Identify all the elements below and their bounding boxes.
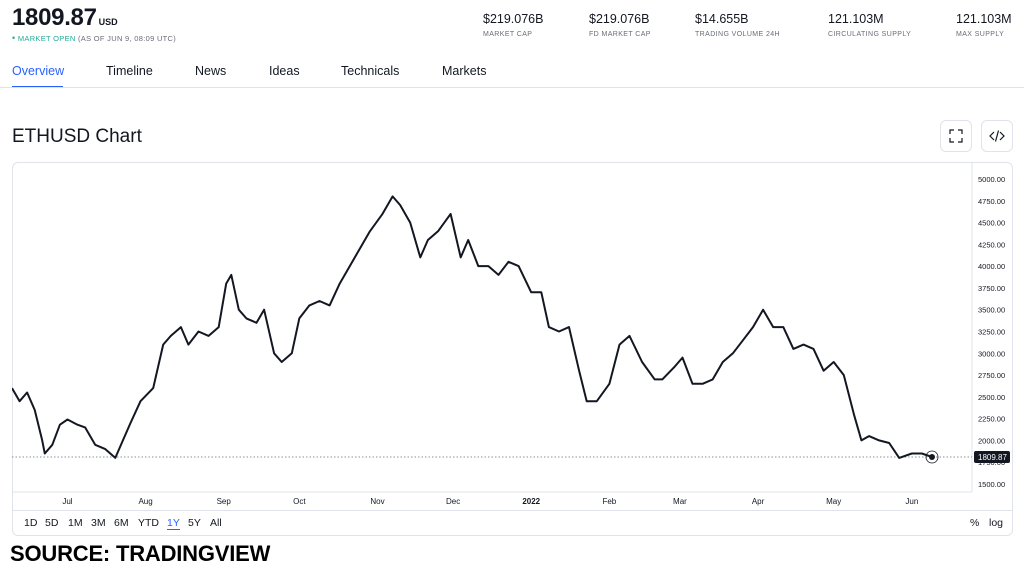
tab-markets[interactable]: Markets	[442, 64, 487, 78]
x-tick-label: Jun	[905, 497, 918, 506]
key-stats: $219.076B MARKET CAP $219.076B FD MARKET…	[0, 12, 1024, 44]
current-price: 1809.87	[12, 4, 97, 31]
range-6m[interactable]: 6M	[114, 517, 129, 529]
log-scale-toggle[interactable]: log	[989, 517, 1004, 529]
tab-timeline[interactable]: Timeline	[106, 64, 153, 78]
y-tick-label: 3500.00	[978, 306, 1005, 315]
stat-label: FD MARKET CAP	[589, 31, 651, 38]
y-tick-label: 3000.00	[978, 349, 1005, 358]
stat-market-cap: $219.076B MARKET CAP	[483, 12, 543, 38]
market-status: • MARKET OPEN (AS OF JUN 9, 08:09 UTC)	[12, 33, 176, 43]
last-price-label: 1809.87	[978, 453, 1007, 462]
x-tick-label: Sep	[217, 497, 232, 506]
x-tick-label: Dec	[446, 497, 460, 506]
market-status-time: (AS OF JUN 9, 08:09 UTC)	[78, 34, 177, 43]
tabs-divider	[0, 87, 1024, 88]
price-header: 1809.87 USD • MARKET OPEN (AS OF JUN 9, 0…	[12, 4, 176, 43]
tab-overview[interactable]: Overview	[12, 64, 65, 78]
market-open-label: MARKET OPEN	[17, 34, 76, 43]
market-open-dot: •	[12, 33, 16, 43]
x-tick-label: Aug	[138, 497, 152, 506]
range-ytd[interactable]: YTD	[138, 517, 159, 529]
price-series-line	[12, 195, 933, 459]
tab-ideas[interactable]: Ideas	[269, 64, 300, 78]
y-tick-label: 3750.00	[978, 284, 1005, 293]
y-tick-label: 4500.00	[978, 219, 1005, 228]
x-tick-label: Jul	[62, 497, 72, 506]
stat-fd-market-cap: $219.076B FD MARKET CAP	[589, 12, 651, 38]
y-tick-label: 4750.00	[978, 197, 1005, 206]
embed-code-button[interactable]	[981, 120, 1013, 152]
tab-news[interactable]: News	[195, 64, 227, 78]
chart-title: ETHUSD Chart	[12, 126, 142, 147]
x-tick-label: Mar	[673, 497, 687, 506]
y-axis: 1500.001750.002000.002250.002500.002750.…	[971, 162, 1005, 492]
tab-technicals[interactable]: Technicals	[341, 64, 400, 78]
stat-circulating-supply: 121.103M CIRCULATING SUPPLY	[828, 12, 911, 38]
y-tick-label: 1500.00	[978, 480, 1005, 489]
y-tick-label: 2250.00	[978, 415, 1005, 424]
y-tick-label: 3250.00	[978, 328, 1005, 337]
range-5d[interactable]: 5D	[45, 517, 59, 529]
range-3m[interactable]: 3M	[91, 517, 106, 529]
x-tick-label: Apr	[752, 497, 765, 506]
x-tick-label: Oct	[293, 497, 306, 506]
y-tick-label: 2500.00	[978, 393, 1005, 402]
range-1d[interactable]: 1D	[24, 517, 38, 529]
fullscreen-button[interactable]	[940, 120, 972, 152]
stat-value: 121.103M	[828, 12, 884, 26]
currency-label: USD	[98, 17, 118, 27]
x-tick-label: 2022	[522, 497, 540, 506]
range-1m[interactable]: 1M	[68, 517, 83, 529]
stat-max-supply: 121.103M MAX SUPPLY	[956, 12, 1012, 38]
source-caption: SOURCE: TRADINGVIEW	[10, 541, 271, 566]
fullscreen-icon	[949, 129, 963, 143]
y-tick-label: 5000.00	[978, 175, 1005, 184]
range-5y[interactable]: 5Y	[188, 517, 201, 529]
price-chart[interactable]: 1500.001750.002000.002250.002500.002750.…	[12, 162, 1013, 510]
x-tick-label: Feb	[602, 497, 616, 506]
stat-label: MAX SUPPLY	[956, 31, 1005, 38]
stat-value: $219.076B	[589, 12, 650, 26]
y-tick-label: 2000.00	[978, 436, 1005, 445]
y-tick-label: 4250.00	[978, 240, 1005, 249]
x-tick-label: May	[826, 497, 841, 506]
x-axis: Jul Aug Sep Oct Nov Dec 2022 Feb Mar Apr May Jun	[12, 491, 972, 506]
stat-label: MARKET CAP	[483, 31, 533, 38]
stat-label: CIRCULATING SUPPLY	[828, 31, 912, 38]
last-price-tag	[974, 450, 1010, 463]
percent-scale-toggle[interactable]: %	[970, 517, 980, 529]
x-tick-label: Nov	[370, 497, 384, 506]
stat-value: $14.655B	[695, 12, 749, 26]
y-tick-label: 2750.00	[978, 371, 1005, 380]
chart-container	[12, 162, 1013, 536]
last-price-marker-ring	[925, 450, 939, 464]
stat-value: 121.103M	[956, 12, 1012, 26]
stat-trading-volume: $14.655B TRADING VOLUME 24H	[695, 12, 780, 38]
y-tick-label: 4000.00	[978, 262, 1005, 271]
last-price-marker	[929, 453, 935, 460]
range-selector: 1D 5D 1M 3M 6M YTD 1Y 5Y All % log	[12, 510, 1013, 534]
embed-code-icon	[989, 130, 1005, 142]
range-1y[interactable]: 1Y	[167, 517, 180, 530]
range-all[interactable]: All	[210, 517, 222, 529]
stat-value: $219.076B	[483, 12, 544, 26]
stat-label: TRADING VOLUME 24H	[695, 31, 780, 38]
